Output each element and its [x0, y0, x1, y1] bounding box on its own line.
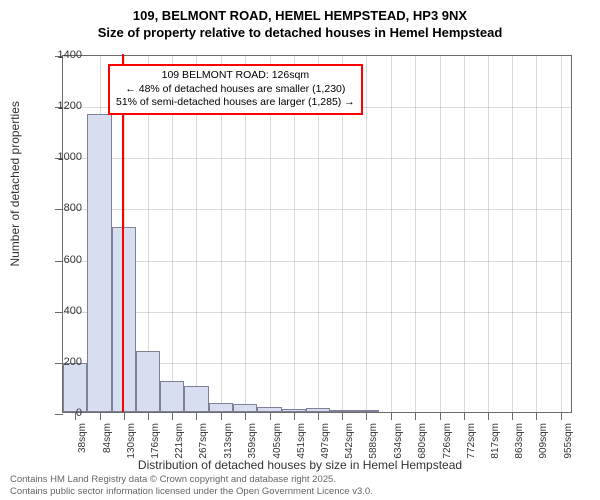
- y-tick-label: 600: [42, 254, 82, 266]
- footer-line2: Contains public sector information licen…: [10, 486, 373, 498]
- x-tick: [270, 412, 271, 420]
- x-tick-label: 130sqm: [126, 423, 137, 459]
- x-tick: [196, 412, 197, 420]
- annotation-box: 109 BELMONT ROAD: 126sqm ← 48% of detach…: [108, 64, 363, 115]
- x-tick: [536, 412, 537, 420]
- histogram-bar: [257, 407, 281, 412]
- x-tick: [366, 412, 367, 420]
- x-tick: [221, 412, 222, 420]
- x-axis-title: Distribution of detached houses by size …: [0, 458, 600, 472]
- histogram-bar: [233, 404, 257, 412]
- histogram-bar: [112, 227, 136, 412]
- y-tick-label: 0: [42, 407, 82, 419]
- gridline-h: [63, 209, 571, 210]
- x-tick: [440, 412, 441, 420]
- x-tick: [318, 412, 319, 420]
- y-tick-label: 1200: [42, 100, 82, 112]
- x-tick: [294, 412, 295, 420]
- x-tick: [100, 412, 101, 420]
- gridline-h: [63, 312, 571, 313]
- x-tick: [124, 412, 125, 420]
- gridline-v: [415, 56, 416, 412]
- x-tick-label: 497sqm: [320, 423, 331, 459]
- x-tick-label: 772sqm: [466, 423, 477, 459]
- footer-attribution: Contains HM Land Registry data © Crown c…: [10, 474, 373, 498]
- x-tick: [415, 412, 416, 420]
- histogram-bar: [306, 408, 330, 412]
- chart-container: 109, BELMONT ROAD, HEMEL HEMPSTEAD, HP3 …: [0, 0, 600, 500]
- x-tick: [391, 412, 392, 420]
- histogram-bar: [209, 403, 233, 412]
- y-axis-title: Number of detached properties: [8, 101, 22, 266]
- annotation-line2: ← 48% of detached houses are smaller (1,…: [116, 83, 355, 97]
- chart-title: 109, BELMONT ROAD, HEMEL HEMPSTEAD, HP3 …: [0, 0, 600, 42]
- y-tick-label: 800: [42, 202, 82, 214]
- histogram-bar: [184, 386, 208, 412]
- x-tick-label: 588sqm: [368, 423, 379, 459]
- y-tick-label: 400: [42, 305, 82, 317]
- x-tick: [464, 412, 465, 420]
- title-line2: Size of property relative to detached ho…: [0, 25, 600, 42]
- gridline-v: [391, 56, 392, 412]
- annotation-line3: 51% of semi-detached houses are larger (…: [116, 96, 355, 110]
- gridline-v: [512, 56, 513, 412]
- x-tick-label: 405sqm: [272, 423, 283, 459]
- gridline-h: [63, 261, 571, 262]
- histogram-bar: [354, 410, 378, 412]
- x-tick-label: 817sqm: [490, 423, 501, 459]
- x-tick-label: 267sqm: [198, 423, 209, 459]
- gridline-v: [488, 56, 489, 412]
- title-line1: 109, BELMONT ROAD, HEMEL HEMPSTEAD, HP3 …: [0, 8, 600, 25]
- histogram-bar: [160, 381, 184, 412]
- x-tick: [148, 412, 149, 420]
- x-tick-label: 909sqm: [538, 423, 549, 459]
- x-tick-label: 726sqm: [442, 423, 453, 459]
- x-tick: [342, 412, 343, 420]
- x-tick-label: 634sqm: [393, 423, 404, 459]
- gridline-v: [561, 56, 562, 412]
- x-tick-label: 38sqm: [77, 423, 88, 453]
- x-tick-label: 359sqm: [247, 423, 258, 459]
- x-tick: [512, 412, 513, 420]
- histogram-bar: [330, 410, 354, 412]
- x-tick-label: 176sqm: [150, 423, 161, 459]
- x-tick-label: 863sqm: [514, 423, 525, 459]
- histogram-bar: [63, 363, 87, 412]
- plot-area: 109 BELMONT ROAD: 126sqm ← 48% of detach…: [62, 55, 572, 413]
- gridline-v: [440, 56, 441, 412]
- histogram-bar: [282, 409, 306, 412]
- histogram-bar: [136, 351, 160, 412]
- x-tick: [561, 412, 562, 420]
- x-tick-label: 451sqm: [296, 423, 307, 459]
- x-tick: [488, 412, 489, 420]
- gridline-v: [464, 56, 465, 412]
- histogram-bar: [87, 114, 111, 412]
- x-tick-label: 221sqm: [174, 423, 185, 459]
- y-tick-label: 1000: [42, 151, 82, 163]
- x-tick-label: 680sqm: [417, 423, 428, 459]
- x-tick-label: 84sqm: [102, 423, 113, 453]
- x-tick-label: 542sqm: [344, 423, 355, 459]
- y-tick-label: 200: [42, 356, 82, 368]
- x-tick: [245, 412, 246, 420]
- annotation-line1: 109 BELMONT ROAD: 126sqm: [116, 69, 355, 83]
- gridline-h: [63, 158, 571, 159]
- y-tick-label: 1400: [42, 49, 82, 61]
- gridline-v: [366, 56, 367, 412]
- footer-line1: Contains HM Land Registry data © Crown c…: [10, 474, 373, 486]
- gridline-v: [536, 56, 537, 412]
- x-tick-label: 955sqm: [563, 423, 574, 459]
- x-tick-label: 313sqm: [223, 423, 234, 459]
- x-tick: [172, 412, 173, 420]
